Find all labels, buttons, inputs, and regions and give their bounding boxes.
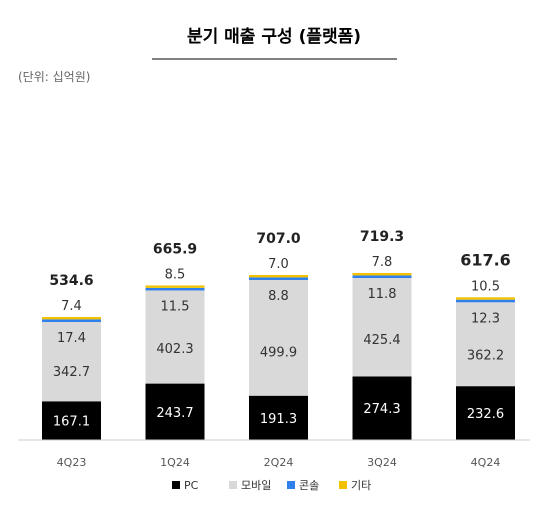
legend: PC 모바일 콘솔 기타 xyxy=(172,478,371,492)
value-label-pc-4Q24: 232.6 xyxy=(467,407,504,422)
bar-기타-3Q24 xyxy=(352,273,412,276)
value-label-pc-3Q24: 274.3 xyxy=(363,402,400,417)
chart-title: 분기 매출 구성 (플랫폼) xyxy=(187,27,361,47)
value-label-console-4Q24: 12.3 xyxy=(471,311,500,326)
bar-콘솔-3Q24 xyxy=(352,275,412,279)
bar-PC-3Q24 xyxy=(352,376,412,440)
bar-PC-2Q24 xyxy=(249,395,308,440)
legend-label-모바일: 모바일 xyxy=(241,478,271,492)
legend-label-PC: PC xyxy=(184,479,199,492)
total-label-3Q24: 719.3 xyxy=(360,229,404,245)
legend-swatch-기타 xyxy=(339,481,347,489)
legend-swatch-콘솔 xyxy=(287,481,295,489)
bar-PC-1Q24 xyxy=(145,383,205,440)
total-label-4Q23: 534.6 xyxy=(49,273,93,289)
value-label-other-3Q24: 7.8 xyxy=(372,255,393,270)
legend-swatch-PC xyxy=(172,481,180,489)
bar-콘솔-4Q24 xyxy=(456,299,515,303)
bar-기타-4Q24 xyxy=(456,297,515,300)
bar-콘솔-1Q24 xyxy=(145,287,205,291)
legend-label-기타: 기타 xyxy=(351,479,371,492)
x-tick-label-4Q24: 4Q24 xyxy=(471,456,501,469)
x-tick-label-4Q23: 4Q23 xyxy=(57,456,87,469)
value-label-console-4Q23: 17.4 xyxy=(57,331,86,346)
value-label-other-4Q23: 7.4 xyxy=(61,299,82,314)
bar-기타-2Q24 xyxy=(249,274,308,278)
value-label-other-4Q24: 10.5 xyxy=(471,279,500,294)
total-label-2Q24: 707.0 xyxy=(256,231,301,247)
total-label-4Q24: 617.6 xyxy=(460,250,511,269)
bar-콘솔-2Q24 xyxy=(249,277,308,280)
x-labels: 4Q23 1Q24 2Q24 3Q24 4Q24 xyxy=(57,456,501,469)
value-label-mobile-1Q24: 402.3 xyxy=(156,342,193,357)
legend-label-콘솔: 콘솔 xyxy=(299,479,319,492)
value-label-pc-1Q24: 243.7 xyxy=(156,406,193,421)
bar-모바일-1Q24 xyxy=(145,290,205,384)
bar-기타-1Q24 xyxy=(145,285,205,288)
value-label-mobile-4Q24: 362.2 xyxy=(467,348,504,363)
legend-swatch-모바일 xyxy=(229,481,237,489)
value-label-console-1Q24: 11.5 xyxy=(161,299,190,314)
bar-기타-4Q23 xyxy=(42,316,101,320)
value-label-console-2Q24: 8.8 xyxy=(268,289,289,304)
bar-모바일-2Q24 xyxy=(249,279,308,396)
value-label-pc-2Q24: 191.3 xyxy=(260,412,297,427)
x-tick-label-1Q24: 1Q24 xyxy=(160,456,190,469)
value-label-other-2Q24: 7.0 xyxy=(268,257,289,272)
value-label-console-3Q24: 11.8 xyxy=(368,287,397,302)
bar-모바일-3Q24 xyxy=(352,278,412,377)
bar-콘솔-4Q23 xyxy=(42,319,101,322)
x-tick-label-2Q24: 2Q24 xyxy=(264,456,294,469)
x-tick-label-3Q24: 3Q24 xyxy=(367,456,397,469)
unit-label: (단위: 십억원) xyxy=(18,70,90,84)
bar-모바일-4Q23 xyxy=(42,321,101,402)
bar-모바일-4Q24 xyxy=(456,302,515,387)
bar-PC-4Q23 xyxy=(42,401,101,440)
value-label-mobile-4Q23: 342.7 xyxy=(53,365,90,380)
value-label-other-1Q24: 8.5 xyxy=(165,267,186,282)
value-label-mobile-2Q24: 499.9 xyxy=(260,346,297,361)
total-label-1Q24: 665.9 xyxy=(153,241,197,257)
value-label-mobile-3Q24: 425.4 xyxy=(363,333,400,348)
bars-layer: 167.1 342.7 17.4 7.4 534.6 243.7 402.3 11.5 8.5 6… xyxy=(42,229,515,440)
bar-PC-4Q24 xyxy=(456,386,515,440)
value-label-pc-4Q23: 167.1 xyxy=(53,415,90,430)
